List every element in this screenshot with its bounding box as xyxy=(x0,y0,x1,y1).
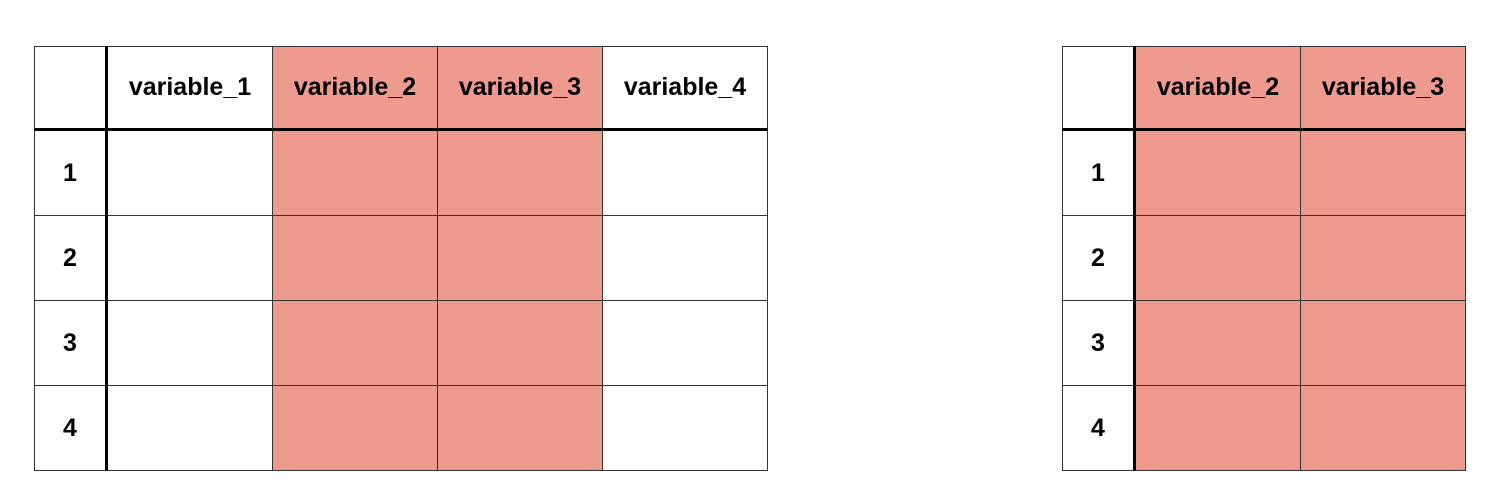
row-index: 3 xyxy=(34,301,108,386)
table-row: 3 xyxy=(1062,301,1466,386)
table-cell-selected xyxy=(273,386,438,471)
table-cell-selected xyxy=(438,216,603,301)
row-index: 1 xyxy=(34,131,108,216)
table-cell xyxy=(108,301,273,386)
table-cell-selected xyxy=(273,131,438,216)
row-index: 4 xyxy=(34,386,108,471)
corner-cell xyxy=(34,46,108,131)
table-cell-selected xyxy=(1136,301,1301,386)
table-row: 3 xyxy=(34,301,768,386)
table-cell xyxy=(108,131,273,216)
table-cell xyxy=(603,386,768,471)
column-header-selected: variable_2 xyxy=(1136,46,1301,131)
header-row: variable_1 variable_2 variable_3 variabl… xyxy=(34,46,768,131)
source-table: variable_1 variable_2 variable_3 variabl… xyxy=(34,46,768,471)
table-cell xyxy=(108,386,273,471)
row-index: 2 xyxy=(34,216,108,301)
table-row: 4 xyxy=(34,386,768,471)
table-cell xyxy=(108,216,273,301)
row-index: 4 xyxy=(1062,386,1136,471)
corner-cell xyxy=(1062,46,1136,131)
table-cell-selected xyxy=(273,301,438,386)
row-index: 3 xyxy=(1062,301,1136,386)
table-cell-selected xyxy=(1136,386,1301,471)
table-cell-selected xyxy=(1301,131,1466,216)
table-row: 1 xyxy=(34,131,768,216)
row-index: 1 xyxy=(1062,131,1136,216)
table-row: 4 xyxy=(1062,386,1466,471)
table-row: 2 xyxy=(1062,216,1466,301)
column-header-selected: variable_3 xyxy=(438,46,603,131)
result-table: variable_2 variable_3 1 2 3 4 xyxy=(1062,46,1466,471)
table-row: 1 xyxy=(1062,131,1466,216)
column-header-selected: variable_2 xyxy=(273,46,438,131)
table-cell-selected xyxy=(1301,216,1466,301)
column-header: variable_1 xyxy=(108,46,273,131)
row-index: 2 xyxy=(1062,216,1136,301)
table-cell xyxy=(603,131,768,216)
table-cell-selected xyxy=(1301,301,1466,386)
table-cell xyxy=(603,216,768,301)
table-cell-selected xyxy=(438,301,603,386)
table-cell-selected xyxy=(1301,386,1466,471)
table-cell-selected xyxy=(438,131,603,216)
table-cell-selected xyxy=(1136,216,1301,301)
column-header: variable_4 xyxy=(603,46,768,131)
table-cell-selected xyxy=(1136,131,1301,216)
table-cell-selected xyxy=(273,216,438,301)
table-cell-selected xyxy=(438,386,603,471)
header-row: variable_2 variable_3 xyxy=(1062,46,1466,131)
table-row: 2 xyxy=(34,216,768,301)
table-cell xyxy=(603,301,768,386)
column-header-selected: variable_3 xyxy=(1301,46,1466,131)
